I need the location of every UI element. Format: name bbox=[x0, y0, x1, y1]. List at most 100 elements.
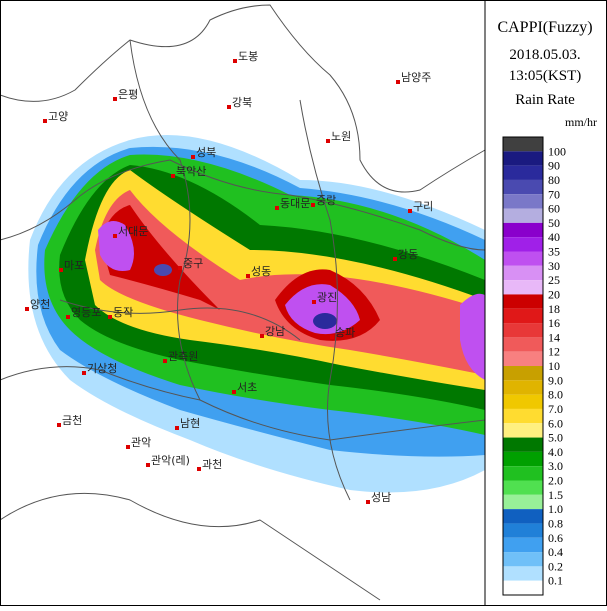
legend-swatch bbox=[503, 351, 543, 366]
place-label: 성동 bbox=[251, 265, 271, 278]
place-label: 광진 bbox=[317, 291, 337, 304]
place-label: 고양 bbox=[48, 110, 68, 123]
place-label: 성남 bbox=[371, 491, 391, 504]
legend-label: 30 bbox=[548, 259, 560, 273]
place-label: 양천 bbox=[30, 297, 50, 311]
place-label: 강남 bbox=[265, 325, 285, 338]
place-marker bbox=[191, 155, 195, 159]
date: 2018.05.03. bbox=[509, 47, 580, 63]
legend-swatch bbox=[503, 366, 543, 381]
legend-label: 60 bbox=[548, 202, 560, 216]
place-marker bbox=[163, 359, 167, 363]
place-marker bbox=[312, 300, 316, 304]
legend-label: 6.0 bbox=[548, 416, 563, 430]
legend-label: 0.4 bbox=[548, 545, 563, 559]
legend-swatch bbox=[503, 337, 543, 352]
place-label: 남양주 bbox=[401, 71, 431, 84]
place-label: 성북 bbox=[196, 146, 216, 159]
place-marker bbox=[108, 315, 112, 319]
place-label: 도봉 bbox=[238, 50, 258, 63]
legend-border bbox=[502, 136, 544, 596]
legend-swatch bbox=[503, 137, 543, 152]
legend-label: 80 bbox=[548, 173, 560, 187]
legend-label: 14 bbox=[548, 330, 560, 344]
place-label: 관악(레) bbox=[151, 454, 190, 467]
place-label: 은평 bbox=[118, 88, 138, 101]
place-marker bbox=[233, 59, 237, 63]
legend-swatch bbox=[503, 408, 543, 424]
place-label: 관측원 bbox=[168, 350, 198, 363]
legend-swatch bbox=[503, 380, 543, 395]
place-marker bbox=[197, 467, 201, 471]
legend-swatch bbox=[503, 437, 543, 452]
legend-swatch bbox=[503, 423, 543, 438]
rain-field bbox=[28, 135, 486, 493]
place-label: 강북 bbox=[232, 96, 252, 109]
legend-label: 25 bbox=[548, 273, 560, 287]
place-label: 서초 bbox=[237, 381, 257, 394]
legend-label: 3.0 bbox=[548, 459, 563, 473]
place-marker bbox=[171, 174, 175, 178]
legend-label: 16 bbox=[548, 316, 560, 330]
legend-label: 70 bbox=[548, 187, 560, 201]
place-label: 구리 bbox=[413, 200, 433, 213]
place-marker bbox=[326, 139, 330, 143]
legend-label: 18 bbox=[548, 302, 560, 316]
legend-label: 7.0 bbox=[548, 402, 563, 416]
legend-swatch bbox=[503, 208, 543, 223]
place-label: 강동 bbox=[398, 248, 418, 261]
place-marker bbox=[82, 371, 86, 375]
legend-label: 0.2 bbox=[548, 559, 563, 573]
legend-label: 35 bbox=[548, 245, 560, 259]
legend-swatch bbox=[503, 237, 543, 252]
place-marker bbox=[113, 97, 117, 101]
place-marker bbox=[59, 268, 63, 272]
place-label: 노원 bbox=[331, 130, 351, 143]
legend-swatch bbox=[503, 265, 543, 281]
legend-label: 1.0 bbox=[548, 502, 563, 516]
legend-label: 10 bbox=[548, 359, 560, 373]
place-marker bbox=[66, 315, 70, 319]
legend-swatch bbox=[503, 566, 543, 581]
place-label: 관악 bbox=[131, 436, 151, 449]
place-marker bbox=[260, 334, 264, 338]
boundaries bbox=[0, 4, 486, 601]
legend-label: 4.0 bbox=[548, 445, 563, 459]
legend-swatch bbox=[503, 451, 543, 467]
place-marker bbox=[311, 203, 315, 207]
place-label: 서대문 bbox=[118, 225, 148, 238]
legend-swatch bbox=[503, 280, 543, 295]
legend-label: 90 bbox=[548, 159, 560, 173]
place-label: 남현 bbox=[180, 417, 200, 430]
place-marker bbox=[408, 209, 412, 213]
legend-label: 0.8 bbox=[548, 516, 563, 530]
place-label: 금천 bbox=[62, 413, 82, 427]
legend-label: 2.0 bbox=[548, 474, 563, 488]
legend-label: 9.0 bbox=[548, 373, 563, 387]
legend-swatch bbox=[503, 151, 543, 166]
legend-unit: mm/hr bbox=[565, 115, 597, 129]
product-title: CAPPI(Fuzzy) bbox=[497, 19, 592, 36]
legend-swatch bbox=[503, 251, 543, 266]
place-label: 기상청 bbox=[87, 362, 117, 375]
time: 13:05(KST) bbox=[509, 68, 582, 84]
place-marker bbox=[393, 257, 397, 261]
legend-swatch bbox=[503, 580, 543, 595]
place-marker bbox=[227, 105, 231, 109]
legend-swatch bbox=[503, 394, 543, 409]
place-label: 과천 bbox=[202, 457, 222, 471]
legend-label: 5.0 bbox=[548, 431, 563, 445]
legend-swatch bbox=[503, 165, 543, 180]
legend-label: 1.5 bbox=[548, 488, 563, 502]
place-marker bbox=[246, 274, 250, 278]
place-label: 마포 bbox=[64, 259, 84, 272]
place-label: 북악산 bbox=[176, 165, 206, 178]
legend-label: 100 bbox=[548, 144, 566, 158]
place-marker bbox=[330, 335, 334, 339]
legend-swatch bbox=[503, 323, 543, 338]
legend-swatch bbox=[503, 294, 543, 309]
place-marker bbox=[175, 426, 179, 430]
legend-swatch bbox=[503, 194, 543, 209]
place-marker bbox=[396, 80, 400, 84]
